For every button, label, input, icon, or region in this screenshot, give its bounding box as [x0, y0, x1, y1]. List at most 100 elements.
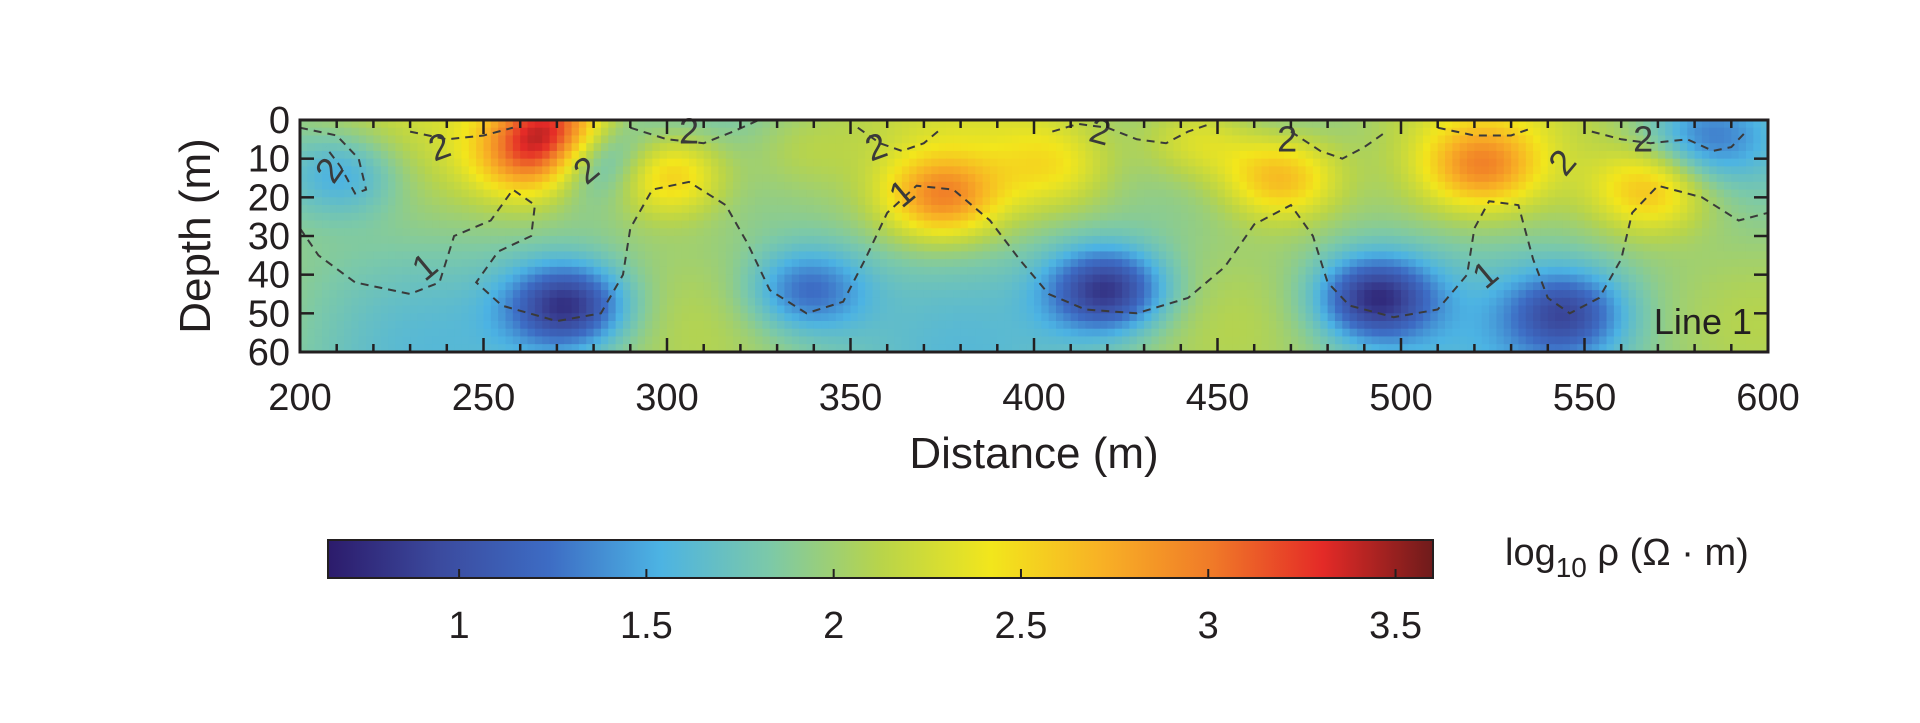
heatmap-cell: [916, 166, 925, 175]
heatmap-cell: [1584, 282, 1593, 291]
heatmap-cell: [615, 127, 624, 137]
heatmap-cell: [872, 282, 881, 291]
heatmap-cell: [600, 189, 609, 198]
heatmap-cell: [960, 305, 969, 314]
heatmap-cell: [314, 259, 323, 268]
heatmap-cell: [1533, 297, 1542, 307]
heatmap-cell: [527, 189, 536, 198]
heatmap-cell: [1122, 243, 1131, 253]
heatmap-cell: [388, 266, 397, 276]
heatmap-cell: [1709, 127, 1718, 137]
heatmap-cell: [1048, 259, 1057, 268]
heatmap-cell: [1107, 274, 1116, 283]
heatmap-cell: [1643, 120, 1652, 129]
heatmap-cell: [1246, 305, 1255, 314]
heatmap-cell: [1635, 189, 1644, 198]
heatmap-cell: [931, 228, 940, 237]
heatmap-cell: [1056, 220, 1064, 229]
heatmap-cell: [1628, 212, 1637, 222]
heatmap-cell: [1474, 127, 1483, 137]
heatmap-cell: [336, 251, 345, 260]
heatmap-cell: [608, 143, 617, 152]
heatmap-cell: [674, 189, 683, 198]
heatmap-cell: [402, 266, 411, 276]
heatmap-cell: [1577, 220, 1586, 229]
heatmap-cell: [549, 259, 558, 268]
heatmap-cell: [916, 243, 925, 253]
heatmap-cell: [307, 205, 316, 214]
heatmap-cell: [542, 228, 551, 237]
heatmap-cell: [1511, 220, 1520, 229]
heatmap-cell: [454, 243, 463, 253]
heatmap-cell: [1063, 120, 1072, 129]
heatmap-cell: [960, 274, 969, 283]
heatmap-cell: [1298, 220, 1307, 229]
heatmap-cell: [1349, 127, 1358, 137]
heatmap-cell: [887, 220, 896, 229]
heatmap-cell: [901, 212, 910, 222]
heatmap-cell: [1290, 197, 1299, 206]
heatmap-cell: [1232, 290, 1241, 299]
heatmap-cell: [1760, 235, 1768, 245]
heatmap-cell: [1276, 297, 1285, 307]
heatmap-cell: [703, 251, 712, 260]
heatmap-cell: [1679, 266, 1688, 276]
heatmap-cell: [1224, 297, 1233, 307]
heatmap-cell: [1445, 174, 1453, 183]
heatmap-cell: [733, 297, 741, 307]
heatmap-cell: [1386, 205, 1395, 214]
heatmap-cell: [1423, 120, 1431, 129]
heatmap-cell: [1591, 143, 1600, 152]
heatmap-cell: [1386, 197, 1395, 206]
heatmap-cell: [322, 143, 330, 152]
heatmap-cell: [1760, 189, 1768, 198]
heatmap-cell: [1687, 127, 1696, 137]
heatmap-cell: [1518, 174, 1527, 183]
heatmap-cell: [1613, 274, 1622, 283]
heatmap-cell: [1151, 197, 1160, 206]
heatmap-cell: [1547, 266, 1556, 276]
heatmap-cell: [344, 150, 352, 160]
heatmap-cell: [417, 197, 426, 206]
heatmap-cell: [1004, 158, 1013, 167]
heatmap-cell: [1136, 282, 1145, 291]
heatmap-cell: [806, 282, 815, 291]
heatmap-cell: [1665, 220, 1674, 229]
heatmap-cell: [1144, 266, 1153, 276]
heatmap-cell: [1320, 181, 1329, 191]
heatmap-cell: [1679, 158, 1688, 167]
heatmap-cell: [740, 174, 749, 183]
heatmap-cell: [476, 205, 485, 214]
heatmap-cell: [307, 197, 316, 206]
heatmap-cell: [395, 127, 404, 137]
heatmap-cell: [373, 166, 382, 175]
heatmap-cell: [1591, 305, 1600, 314]
heatmap-cell: [410, 305, 419, 314]
heatmap-cell: [1349, 259, 1358, 268]
heatmap-cell: [446, 189, 455, 198]
heatmap-cell: [1672, 259, 1681, 268]
heatmap-cell: [410, 150, 419, 160]
heatmap-cell: [1312, 274, 1321, 283]
heatmap-cell: [534, 135, 543, 144]
heatmap-cell: [564, 158, 573, 167]
heatmap-cell: [901, 251, 910, 260]
heatmap-cell: [1114, 243, 1123, 253]
heatmap-cell: [593, 197, 602, 206]
heatmap-cell: [490, 158, 499, 167]
heatmap-cell: [344, 243, 352, 253]
heatmap-cell: [887, 181, 896, 191]
heatmap-cell: [711, 120, 719, 129]
heatmap-cell: [344, 290, 352, 299]
heatmap-cell: [542, 290, 551, 299]
heatmap-cell: [483, 235, 492, 245]
heatmap-cell: [689, 290, 697, 299]
heatmap-cell: [1041, 212, 1050, 222]
heatmap-cell: [1760, 259, 1768, 268]
heatmap-cell: [1166, 243, 1175, 253]
heatmap-cell: [1496, 150, 1505, 160]
heatmap-cell: [1100, 243, 1108, 253]
heatmap-cell: [997, 282, 1006, 291]
heatmap-cell: [1650, 220, 1659, 229]
